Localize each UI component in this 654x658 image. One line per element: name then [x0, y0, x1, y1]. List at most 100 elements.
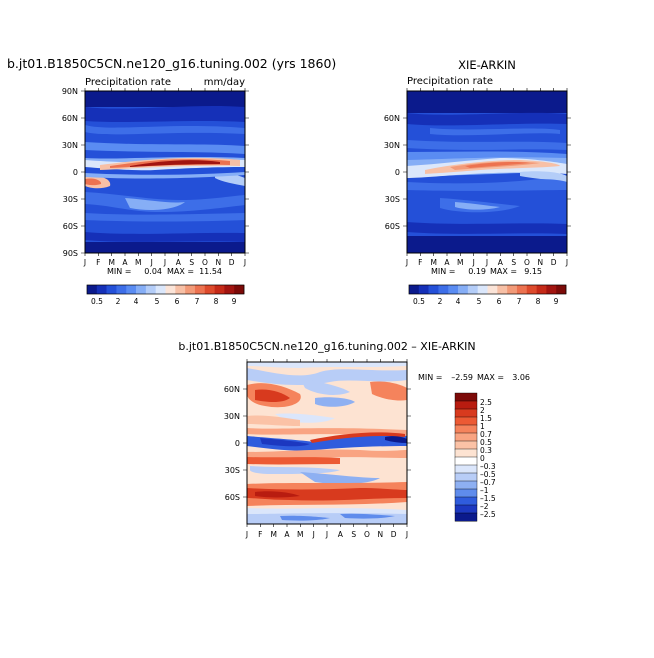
y-tick-label: 0: [73, 168, 78, 177]
colorbar-swatch: [116, 285, 127, 294]
x-tick-label: O: [524, 258, 530, 267]
x-tick-label: F: [418, 258, 422, 267]
colorbar-label: 8: [214, 297, 219, 306]
colorbar-label: 2: [116, 297, 121, 306]
colorbar-label: 0.5: [91, 297, 103, 306]
colorbar-swatch: [224, 285, 235, 294]
obs-panel: XIE-ARKIN Precipitation rate: [384, 58, 571, 306]
colorbar-swatch: [234, 285, 245, 294]
colorbar-swatch: [106, 285, 117, 294]
diff-panel: b.jt01.B1850C5CN.ne120_g16.tuning.002 – …: [178, 340, 530, 539]
x-tick-label: O: [364, 530, 370, 539]
colorbar-swatch: [454, 432, 478, 442]
colorbar-swatch: [454, 440, 478, 450]
min-label: MIN =: [107, 267, 132, 276]
x-tick-label: M: [108, 258, 114, 267]
x-tick-label: F: [258, 530, 262, 539]
diff-axis-ticks: [243, 359, 411, 527]
y-tick-label: 30S: [225, 466, 240, 475]
colorbar-label: 0.5: [480, 438, 492, 447]
colorbar-label: 0.7: [480, 430, 492, 439]
colorbar-swatch: [87, 285, 98, 294]
x-tick-label: N: [215, 258, 221, 267]
x-tick-label: J: [83, 258, 86, 267]
colorbar-swatch: [454, 400, 478, 410]
obs-title: XIE-ARKIN: [458, 58, 516, 72]
y-tick-label: 0: [235, 439, 240, 448]
colorbar-swatch: [454, 496, 478, 506]
colorbar-label: –2: [480, 502, 489, 511]
x-tick-label: M: [270, 530, 276, 539]
colorbar-label: 4: [134, 297, 139, 306]
colorbar-label: –1: [480, 486, 489, 495]
colorbar-label: 6: [175, 297, 180, 306]
model-heatmap: [85, 91, 245, 253]
colorbar-swatch: [409, 285, 420, 294]
colorbar-swatch: [185, 285, 196, 294]
colorbar-label: –2.5: [480, 510, 496, 519]
model-y-axis-labels: 90N 60N 30N 0 30S 60S 90S: [62, 87, 78, 258]
x-tick-label: A: [122, 258, 128, 267]
colorbar-swatch: [507, 285, 518, 294]
colorbar-swatch: [454, 408, 478, 418]
x-tick-label: D: [229, 258, 235, 267]
model-subtitle-left: Precipitation rate: [85, 77, 171, 88]
max-label: MAX =: [490, 267, 517, 276]
x-tick-label: J: [325, 530, 328, 539]
x-tick-label: J: [312, 530, 315, 539]
colorbar-swatch: [516, 285, 528, 294]
y-tick-label: 60N: [384, 114, 400, 123]
colorbar-swatch: [454, 464, 478, 474]
x-tick-label: O: [202, 258, 208, 267]
model-axis-ticks: [81, 88, 249, 256]
colorbar-swatch: [454, 488, 478, 498]
x-tick-label: J: [150, 258, 153, 267]
x-tick-label: J: [245, 530, 248, 539]
colorbar-swatch: [497, 285, 508, 294]
x-tick-label: S: [189, 258, 194, 267]
y-tick-label: 60N: [62, 114, 78, 123]
x-tick-label: M: [297, 530, 303, 539]
x-tick-label: M: [135, 258, 141, 267]
diff-y-axis-labels: 60N 30N 0 30S 60S: [224, 385, 240, 502]
y-tick-label: 30S: [63, 195, 78, 204]
colorbar-label: 9: [554, 297, 559, 306]
x-tick-label: J: [243, 258, 246, 267]
x-tick-label: J: [405, 258, 408, 267]
obs-stats: MIN = 0.19 MAX = 9.15: [431, 267, 542, 276]
colorbar-label: 1.5: [480, 414, 492, 423]
y-tick-label: 60S: [385, 222, 400, 231]
colorbar-swatch: [454, 424, 478, 434]
model-subtitle-right: mm/day: [204, 77, 245, 88]
min-value: 0.19: [468, 267, 486, 276]
x-tick-label: A: [444, 258, 450, 267]
colorbar-label: 7: [195, 297, 200, 306]
x-tick-label: M: [457, 258, 463, 267]
colorbar-frame: [86, 284, 245, 295]
colorbar-swatch: [467, 285, 478, 294]
y-tick-label: 30S: [385, 195, 400, 204]
y-tick-label: 30N: [224, 412, 240, 421]
colorbar-swatch: [438, 285, 449, 294]
colorbar-swatch: [454, 472, 478, 482]
colorbar-swatch: [546, 285, 557, 294]
colorbar-swatch: [458, 285, 469, 294]
max-value: 3.06: [512, 373, 530, 382]
colorbar-swatch: [454, 456, 478, 466]
colorbar-frame: [408, 284, 567, 295]
colorbar-swatch: [165, 285, 176, 294]
x-tick-label: M: [430, 258, 436, 267]
max-value: 11.54: [199, 267, 222, 276]
y-tick-label: 60N: [224, 385, 240, 394]
obs-subtitle-left: Precipitation rate: [407, 76, 493, 87]
colorbar-swatch: [145, 285, 156, 294]
colorbar-swatch: [487, 285, 498, 294]
obs-y-axis-labels: 60N 30N 0 30S 60S: [384, 114, 400, 231]
colorbar-label: 7: [517, 297, 522, 306]
colorbar-swatch: [454, 416, 478, 426]
diff-heatmap: [247, 362, 407, 524]
min-value: 0.04: [144, 267, 162, 276]
min-label: MIN =: [418, 373, 443, 382]
x-tick-label: J: [485, 258, 488, 267]
obs-axis-ticks: [403, 88, 571, 256]
